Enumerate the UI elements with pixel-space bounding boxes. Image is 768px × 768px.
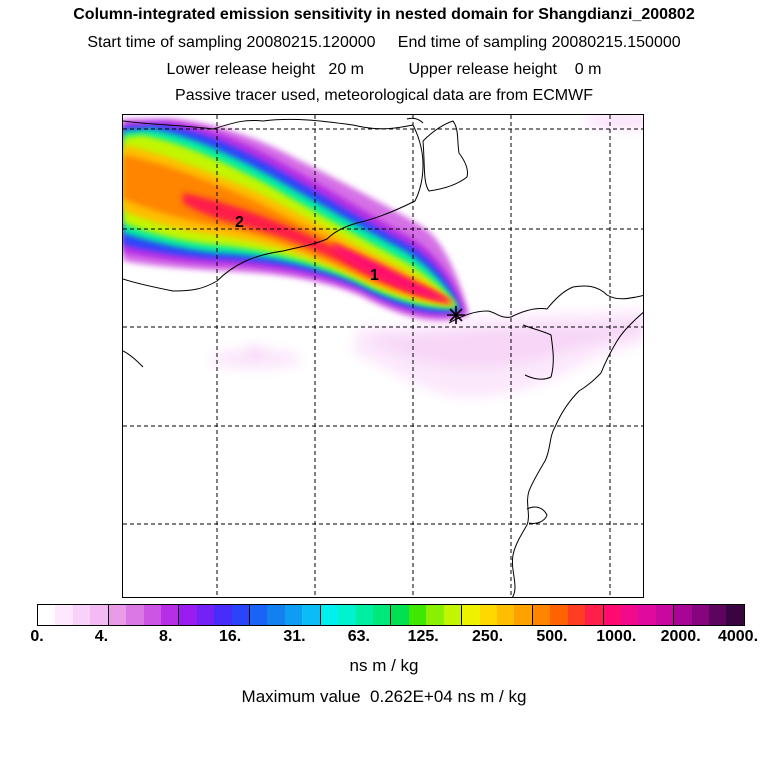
colorbar-swatch — [320, 605, 339, 625]
colorbar-tick-label: 16. — [218, 628, 242, 645]
colorbar-swatch — [55, 605, 73, 625]
colorbar-swatch — [691, 605, 710, 625]
colorbar-swatch — [462, 605, 480, 625]
colorbar-swatch — [108, 605, 127, 625]
trajectory-label-1: 1 — [370, 267, 379, 284]
colorbar-tick-label: 31. — [283, 628, 306, 645]
colorbar-swatch — [603, 605, 621, 625]
colorbar-swatch — [38, 605, 56, 625]
colorbar-swatch — [338, 605, 356, 625]
colorbar-swatch — [267, 605, 285, 625]
colorbar-tick-label: 0. — [30, 628, 44, 645]
colorbar-swatch — [532, 605, 551, 625]
colorbar-swatch — [72, 605, 91, 625]
colorbar-swatch — [550, 605, 568, 625]
colorbar-swatch — [160, 605, 180, 625]
sensitivity-map: 2 1 — [122, 114, 644, 598]
colorbar-swatch — [567, 605, 586, 625]
release-height-line: Lower release height 20 m Upper release … — [166, 61, 602, 78]
colorbar — [37, 604, 745, 626]
colorbar-swatch — [496, 605, 515, 625]
colorbar-swatch — [674, 605, 692, 625]
release-site-cross-marker — [447, 306, 465, 324]
plot-title: Column-integrated emission sensitivity i… — [73, 6, 695, 23]
colorbar-swatch — [90, 605, 109, 625]
sampling-time-line: Start time of sampling 20080215.120000 E… — [87, 34, 681, 51]
colorbar-swatch — [196, 605, 215, 625]
colorbar-tick-label: 4. — [94, 628, 109, 645]
colorbar-swatch — [179, 605, 197, 625]
colorbar-swatch — [408, 605, 427, 625]
colorbar-swatch — [726, 605, 744, 625]
colorbar-tick-label: 1000. — [596, 628, 637, 645]
colorbar-swatch — [443, 605, 463, 625]
colorbar-swatch — [514, 605, 533, 625]
colorbar-tick-label: 63. — [347, 628, 370, 645]
colorbar-tick-label: 4000. — [717, 628, 759, 645]
colorbar-tick-label: 500. — [536, 628, 568, 645]
colorbar-swatch — [655, 605, 675, 625]
colorbar-swatch — [391, 605, 409, 625]
colorbar-units: ns m / kg — [349, 656, 419, 675]
colorbar-swatch — [302, 605, 321, 625]
map-canvas: 2 1 — [123, 115, 643, 597]
tracer-info-line: Passive tracer used, meteorological data… — [175, 87, 593, 104]
colorbar-swatch — [373, 605, 392, 625]
trajectory-label-2: 2 — [235, 214, 244, 231]
colorbar-tick-label: 8. — [159, 628, 173, 645]
colorbar-swatch — [143, 605, 161, 625]
colorbar-swatch — [126, 605, 144, 625]
coastline — [123, 117, 643, 597]
colorbar-swatch — [479, 605, 497, 625]
emission-sensitivity-plume — [123, 119, 469, 321]
colorbar-tick-label: 2000. — [660, 628, 701, 645]
colorbar-swatch — [284, 605, 303, 625]
colorbar-swatch — [585, 605, 604, 625]
faint-sensitivity-band — [209, 115, 643, 398]
maximum-value-text: Maximum value 0.262E+04 ns m / kg — [241, 687, 527, 706]
colorbar-tick-label: 125. — [407, 628, 439, 645]
colorbar-swatch — [426, 605, 444, 625]
colorbar-swatch — [214, 605, 232, 625]
colorbar-tick-label: 250. — [471, 628, 504, 645]
colorbar-swatch — [620, 605, 639, 625]
colorbar-swatch — [231, 605, 251, 625]
colorbar-swatch — [638, 605, 656, 625]
colorbar-swatch — [250, 605, 268, 625]
map-grid — [123, 115, 643, 597]
colorbar-tick-labels: 0. 4. 8. 16. 31. 63. 125. 250. 500. 1000. 2000. 400… — [0, 628, 768, 650]
colorbar-swatch — [709, 605, 727, 625]
colorbar-swatch — [355, 605, 374, 625]
